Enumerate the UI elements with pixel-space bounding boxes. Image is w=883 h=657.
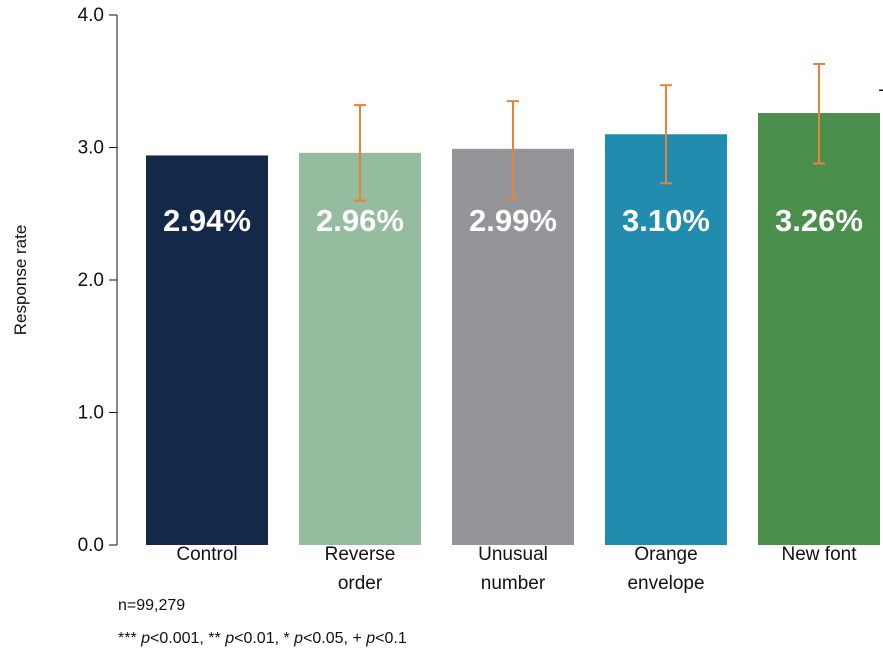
bar [605,134,727,545]
significance-legend: *** p<0.001, ** p<0.01, * p<0.05, + p<0.… [118,630,407,648]
bar-value-label: 2.96% [316,203,404,238]
significance-legend-part: <0.01, * [234,630,295,647]
bar-value-label: 3.26% [775,203,863,238]
bar [452,148,574,545]
significance-legend-part: <0.05, + [303,630,367,647]
x-category-label: envelope [627,573,704,594]
significance-legend-part: <0.001, ** [150,630,226,647]
bar [299,152,421,546]
significance-marker: + [878,80,883,102]
y-tick-label: 1.0 [78,403,104,424]
y-axis-title: Response rate [11,225,30,336]
sample-size-note: n=99,279 [118,597,186,614]
significance-legend-part: *** [118,630,142,647]
significance-legend-part: p [141,630,151,647]
x-category-label: Reverse [325,544,396,565]
x-category-label: number [481,573,546,594]
x-category-label: New font [782,544,858,565]
y-tick-label: 4.0 [78,5,104,26]
x-category-label: Control [176,544,237,565]
significance-legend-part: p [366,630,376,647]
y-tick-label: 3.0 [78,138,104,159]
bar-value-label: 2.99% [469,203,557,238]
x-category-label: Unusual [478,544,548,565]
x-category-label: order [338,573,383,594]
x-category-label: Orange [634,544,697,565]
significance-legend-part: p [225,630,235,647]
significance-legend-part: <0.1 [375,630,407,647]
bar [146,155,268,545]
y-tick-label: 2.0 [78,270,104,291]
bar-value-label: 3.10% [622,203,710,238]
bar-chart: 0.0 1.0 2.0 3.0 4.0 Response rate 2.94% Control… [11,5,883,594]
y-tick-label: 0.0 [78,535,104,556]
bar [758,113,880,546]
bar-value-label: 2.94% [163,203,251,238]
significance-legend-part: p [294,630,304,647]
